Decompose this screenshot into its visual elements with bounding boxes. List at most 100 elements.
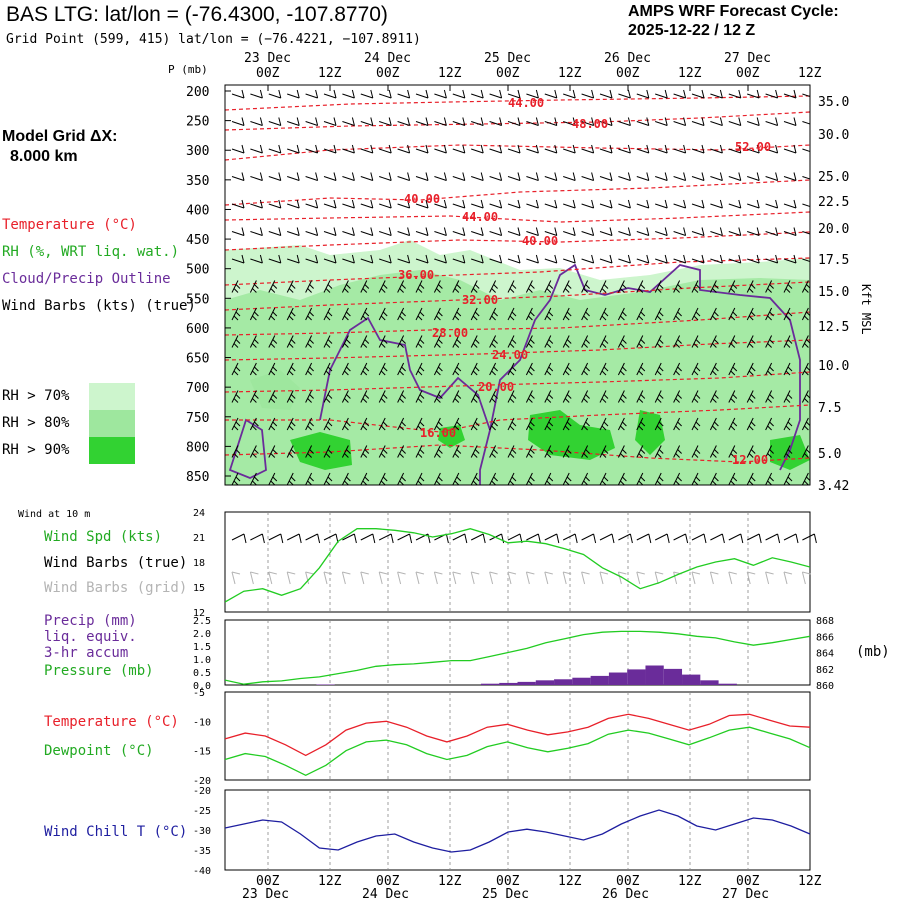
wind-barb [636, 199, 650, 209]
wind-barb-shaft [599, 231, 613, 236]
wind-barb [765, 390, 774, 403]
wind-barb-grid [231, 571, 236, 585]
wind-barb [305, 390, 314, 403]
wind-barb [489, 335, 498, 348]
wind-barb-flag [585, 449, 590, 454]
wind-barb-flag [272, 476, 278, 482]
wind-barb-flag [609, 199, 613, 209]
wind-barb-flag [620, 398, 625, 403]
wind-barb-flag [517, 199, 521, 209]
wind-barb-flag [785, 343, 791, 348]
wind-barb [581, 280, 590, 293]
wind-barb-flag [456, 476, 462, 482]
wind-barb [323, 117, 337, 126]
wind-barb-flag [344, 398, 349, 403]
wind-barb [452, 172, 466, 181]
wind-barb-flag [327, 476, 333, 482]
wind-barb-flag [712, 370, 717, 376]
wind-barb-flag [272, 449, 278, 454]
wind-barb-flag [564, 480, 570, 485]
wind-barb-flag [658, 421, 664, 427]
wind-barb-flag [554, 254, 558, 264]
wind-barb [617, 417, 627, 431]
wind-barb-flag [640, 339, 646, 344]
wind-barb-flag [730, 343, 736, 348]
wind-barb-flag [658, 366, 664, 372]
wind-barb-flag [401, 366, 406, 372]
wind-barb-shaft [305, 280, 313, 293]
wind-barb-shaft [323, 390, 331, 403]
wind-barb-flag [419, 366, 425, 372]
wind-barb-flag [714, 339, 719, 344]
wind-barb-flag [609, 227, 613, 236]
wind-barb-shaft [691, 362, 699, 376]
temperature-contour-label: 40.00 [404, 192, 440, 206]
wind-barb-shaft [802, 203, 810, 208]
wind-barb-shaft [636, 390, 644, 403]
wind-barb-flag [333, 144, 337, 154]
wind-barb [268, 417, 278, 431]
wind-barb [305, 417, 314, 431]
wind-barb [673, 172, 687, 181]
wind-barb-shaft [783, 203, 797, 209]
wind-barb-flag [419, 284, 425, 289]
wind-barb-flag [585, 421, 590, 427]
wind-barb [250, 144, 263, 154]
wind-barb-flag [419, 311, 425, 317]
wind-barb-flag [627, 199, 631, 209]
day-label-bottom: 24 Dec [362, 887, 409, 900]
wind-barb-shaft [544, 176, 557, 181]
wind-barb [323, 417, 333, 431]
wind-barb [249, 335, 259, 348]
wind-barb-flag [646, 117, 650, 126]
wind-barb-flag [472, 480, 478, 485]
wind-barb-shaft [728, 176, 741, 181]
wind-barb-flag [315, 254, 319, 264]
wind-barb-flag [425, 144, 429, 154]
time-tick-label-bottom: 12Z [678, 874, 702, 889]
wind-barb-flag [325, 453, 331, 458]
wind-barb [654, 335, 664, 348]
wind-barb-flag [620, 453, 625, 458]
wind-barb [434, 89, 447, 99]
wind-barb-shaft [802, 93, 810, 98]
wind-barb-shaft [746, 335, 754, 348]
wind-barb-shaft [341, 362, 349, 376]
wind-barb-flag [491, 480, 496, 485]
wind-barb-shaft [415, 445, 423, 458]
wind-barb-shaft [323, 231, 337, 236]
wind-barb-flag [499, 227, 503, 236]
wind-barb-shaft [599, 93, 613, 99]
wind-barb-flag [388, 199, 392, 209]
wind-barb [783, 472, 793, 485]
wind-barb-shaft [636, 93, 649, 99]
wind-barb-flag [656, 453, 662, 458]
wind-barb-shaft [507, 280, 515, 293]
wind-barb [415, 335, 425, 348]
wind-barb [746, 417, 756, 431]
wind-barb [673, 280, 682, 293]
wind-barb-shaft [802, 258, 810, 263]
wind-barb-shaft [433, 362, 441, 376]
wind-barb [397, 199, 411, 209]
wind-barb-grid [433, 571, 438, 585]
wind-barb-shaft [415, 203, 429, 209]
wind-barb-flag [259, 254, 263, 264]
wind-barb-flag [509, 343, 515, 348]
wind-barb-true [618, 533, 631, 541]
wind-barb-flag [775, 144, 779, 154]
wind-barb-shaft [471, 231, 484, 236]
pressure-tick-label: 700 [186, 381, 209, 396]
wind-barb-flag [474, 284, 480, 289]
wind-barb [323, 307, 333, 321]
wind-barb [360, 472, 370, 485]
wind-barb-shaft [341, 417, 349, 431]
wind-barb-flag [638, 315, 644, 321]
wind-barb-flag [793, 199, 797, 209]
wind-barb-shaft [452, 335, 460, 348]
wind-barb-flag [712, 425, 717, 431]
wind-barb-shaft [341, 445, 349, 458]
wind-barb [765, 307, 774, 321]
wind-barb-shaft [268, 472, 276, 485]
wind-barb-flag [333, 199, 337, 209]
